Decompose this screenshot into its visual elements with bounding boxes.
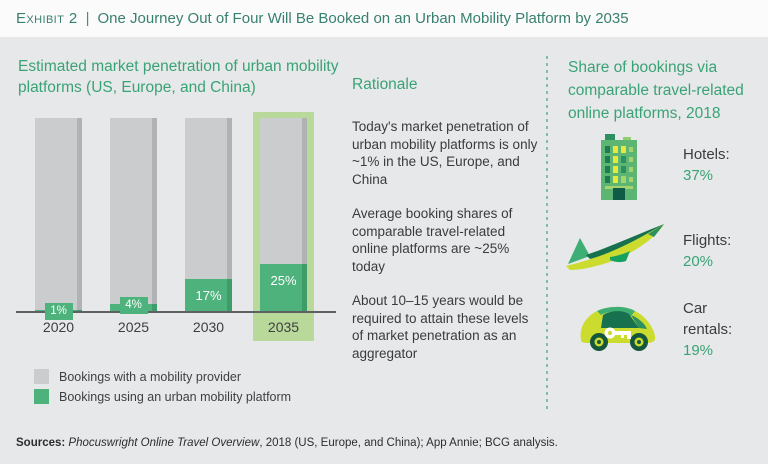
share-item-car-rentals: Car rentals: 19%: [683, 298, 749, 359]
bar-2030-platform: [185, 279, 232, 312]
share-item-value: 20%: [683, 253, 714, 270]
rationale-paragraph: About 10–15 years would be required to a…: [352, 293, 529, 362]
bar-2025-provider: [110, 118, 157, 312]
bar-year-label: 2030: [192, 319, 225, 335]
bar-2020-provider: [35, 118, 82, 312]
bar-year-label: 2035: [267, 319, 300, 335]
rationale-section: Rationale Today's market penetration of …: [352, 76, 538, 380]
header-separator: |: [85, 10, 90, 27]
bar-chart: 1% 2020 4% 2025 17% 2030 25% 2035: [16, 112, 358, 350]
x-axis-line: [16, 311, 336, 313]
share-item-label: Car rentals:: [683, 300, 733, 338]
sources-publication: Phocuswright Online Travel Overview: [68, 437, 260, 449]
legend-swatch-green: [34, 389, 49, 404]
share-item-label: Hotels:: [683, 146, 730, 163]
share-item-hotels: Hotels: 37%: [683, 144, 763, 184]
sources-note: Sources: Phocuswright Online Travel Over…: [16, 437, 558, 449]
bar-year-label: 2025: [117, 319, 150, 335]
hotel-icon: [601, 134, 637, 205]
share-item-flights: Flights: 20%: [683, 230, 763, 270]
bar-value-label: 17%: [195, 288, 222, 304]
rationale-paragraph: Average booking shares of comparable tra…: [352, 206, 513, 274]
bar-year-label: 2020: [42, 319, 75, 335]
legend-item: Bookings using an urban mobility platfor…: [34, 389, 291, 404]
car-icon: [577, 298, 659, 359]
share-panel-title: Share of bookings via comparable travel-…: [568, 59, 744, 122]
sources-label: Sources:: [16, 437, 66, 449]
rationale-title: Rationale: [352, 76, 418, 93]
exhibit-number: Exhibit 2: [16, 10, 78, 27]
rationale-paragraph: Today's market penetration of urban mobi…: [352, 119, 538, 187]
legend-swatch-gray: [34, 369, 49, 384]
exhibit-header-text: Exhibit 2 | One Journey Out of Four Will…: [16, 0, 629, 37]
share-item-label: Flights:: [683, 232, 732, 249]
chart-title: Estimated market penetration of urban mo…: [18, 58, 339, 96]
legend-label: Bookings with a mobility provider: [59, 369, 242, 384]
share-item-value: 37%: [683, 167, 714, 184]
legend-label: Bookings using an urban mobility platfor…: [59, 389, 292, 404]
plane-icon: [564, 222, 668, 283]
bar-value-label: 4%: [119, 297, 148, 315]
section-divider: [546, 56, 548, 412]
bar-value-label: 1%: [44, 303, 73, 321]
chart-legend: Bookings with a mobility provider Bookin…: [34, 369, 291, 409]
legend-item: Bookings with a mobility provider: [34, 369, 291, 384]
share-item-value: 19%: [683, 342, 714, 359]
exhibit-header: Exhibit 2 | One Journey Out of Four Will…: [0, 0, 768, 37]
bar-value-label: 25%: [270, 272, 297, 288]
header-title: One Journey Out of Four Will Be Booked o…: [97, 10, 629, 27]
sources-rest: , 2018 (US, Europe, and China); App Anni…: [259, 437, 558, 449]
bar-2035-platform: [260, 263, 307, 312]
